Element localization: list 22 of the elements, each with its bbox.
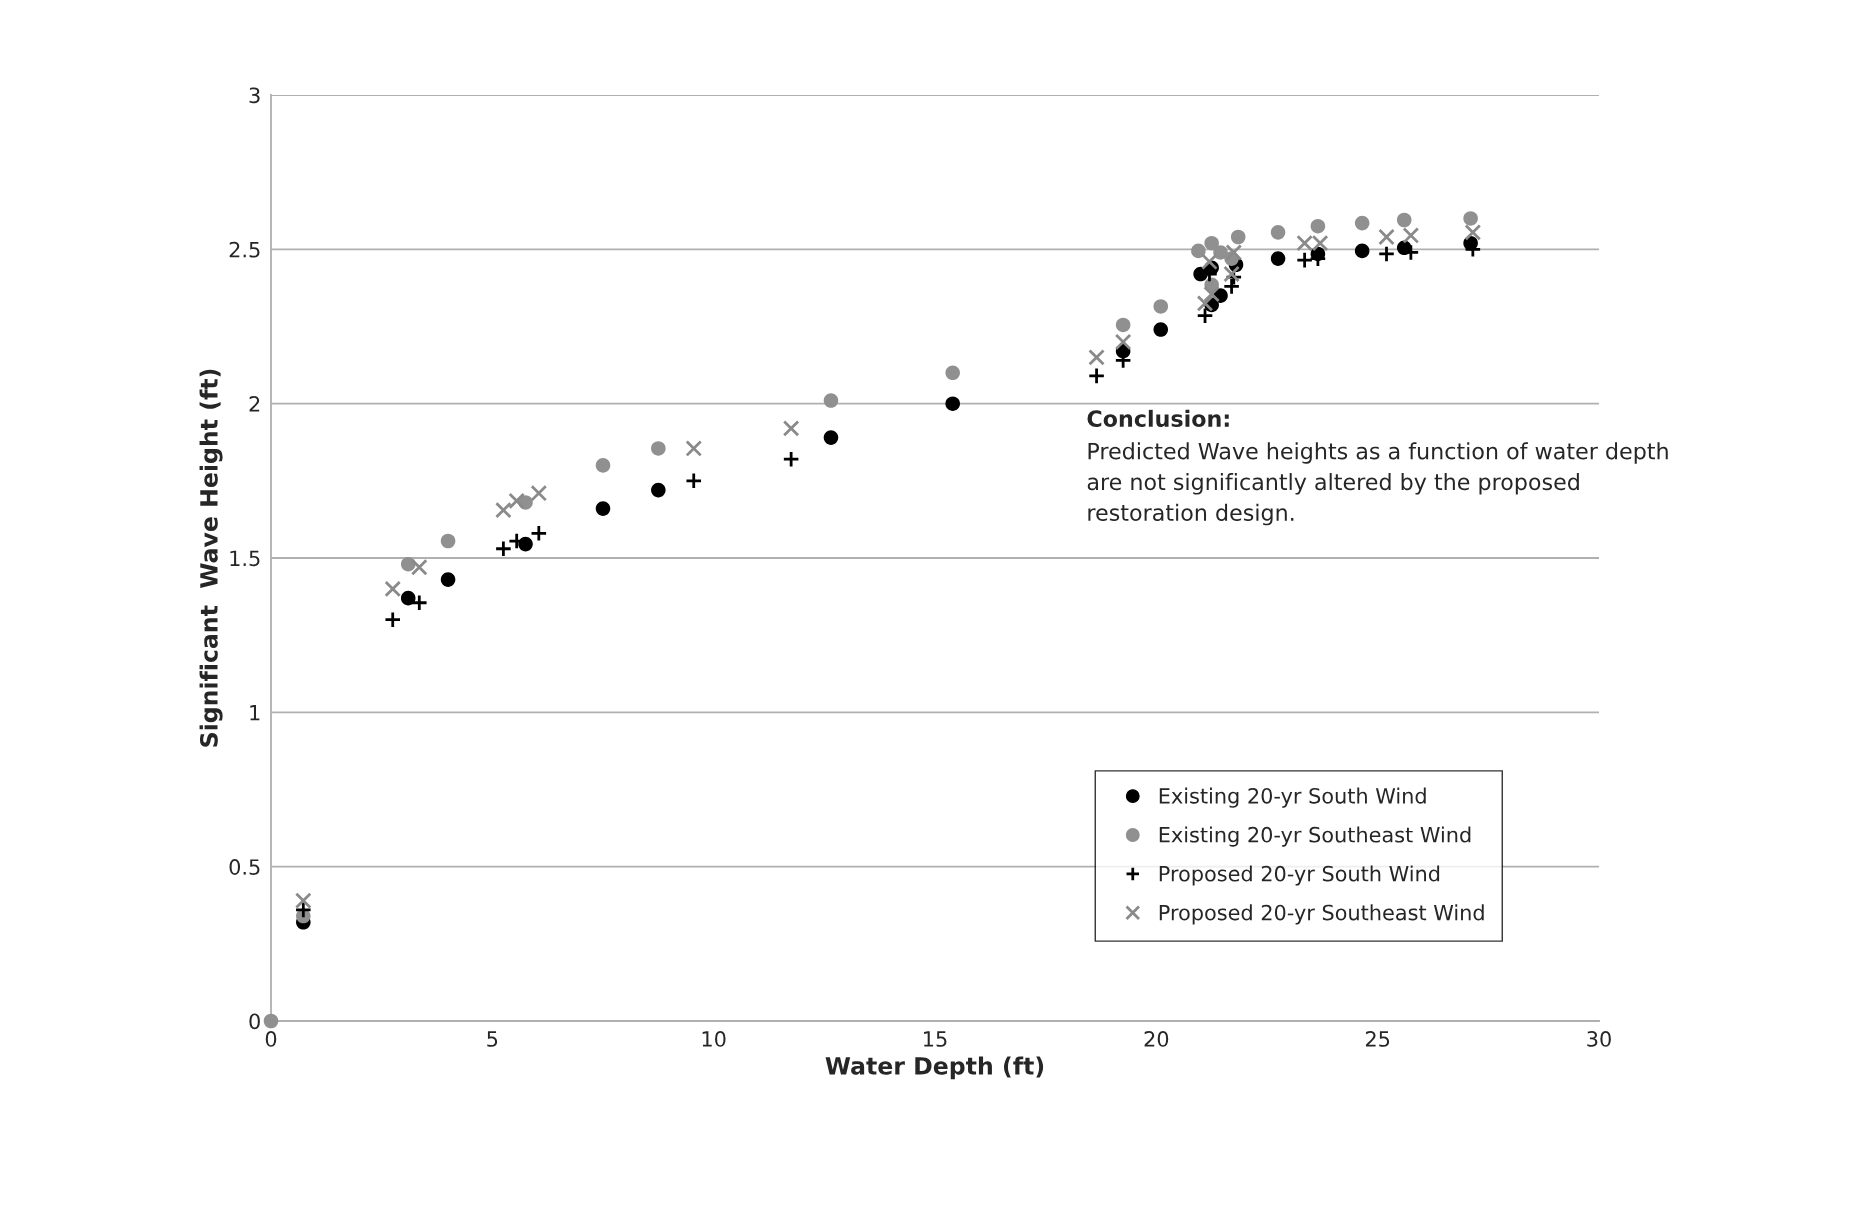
y-tick-label: 1: [250, 705, 260, 721]
y-axis-title: Significant Wave Height (ft): [199, 369, 223, 747]
x-tick-label: 30: [1587, 1031, 1611, 1047]
y-tick-label: 1.5: [230, 550, 260, 567]
x-tick-label: 5: [487, 1031, 498, 1047]
y-tick-label: 2.5: [229, 241, 260, 258]
legend-label: Existing 20-yr Southeast Wind: [1159, 826, 1471, 847]
x-tick-label: 15: [924, 1031, 947, 1047]
x-tick-label: 20: [1144, 1031, 1169, 1047]
y-tick-label: 2: [249, 396, 260, 412]
legend-label: Existing 20-yr South Wind: [1159, 787, 1426, 808]
x-tick-label: 0: [265, 1031, 277, 1047]
x-tick-label: 25: [1365, 1031, 1390, 1047]
annotation: Conclusion:: [1087, 409, 1229, 428]
y-tick-label: 0: [249, 1013, 260, 1030]
x-tick-label: 10: [702, 1031, 726, 1047]
x-axis-title: Water Depth (ft): [825, 1056, 1044, 1080]
y-tick-label: 0.5: [229, 859, 260, 875]
legend-label: Proposed 20-yr South Wind: [1159, 865, 1440, 886]
annotation: Predicted Wave heights as a function of water depth are not significantly altered by the proposed restoration design.: [1087, 442, 1668, 526]
y-tick-label: 3: [249, 87, 260, 104]
legend-label: Proposed 20-yr Southeast Wind: [1159, 904, 1484, 925]
